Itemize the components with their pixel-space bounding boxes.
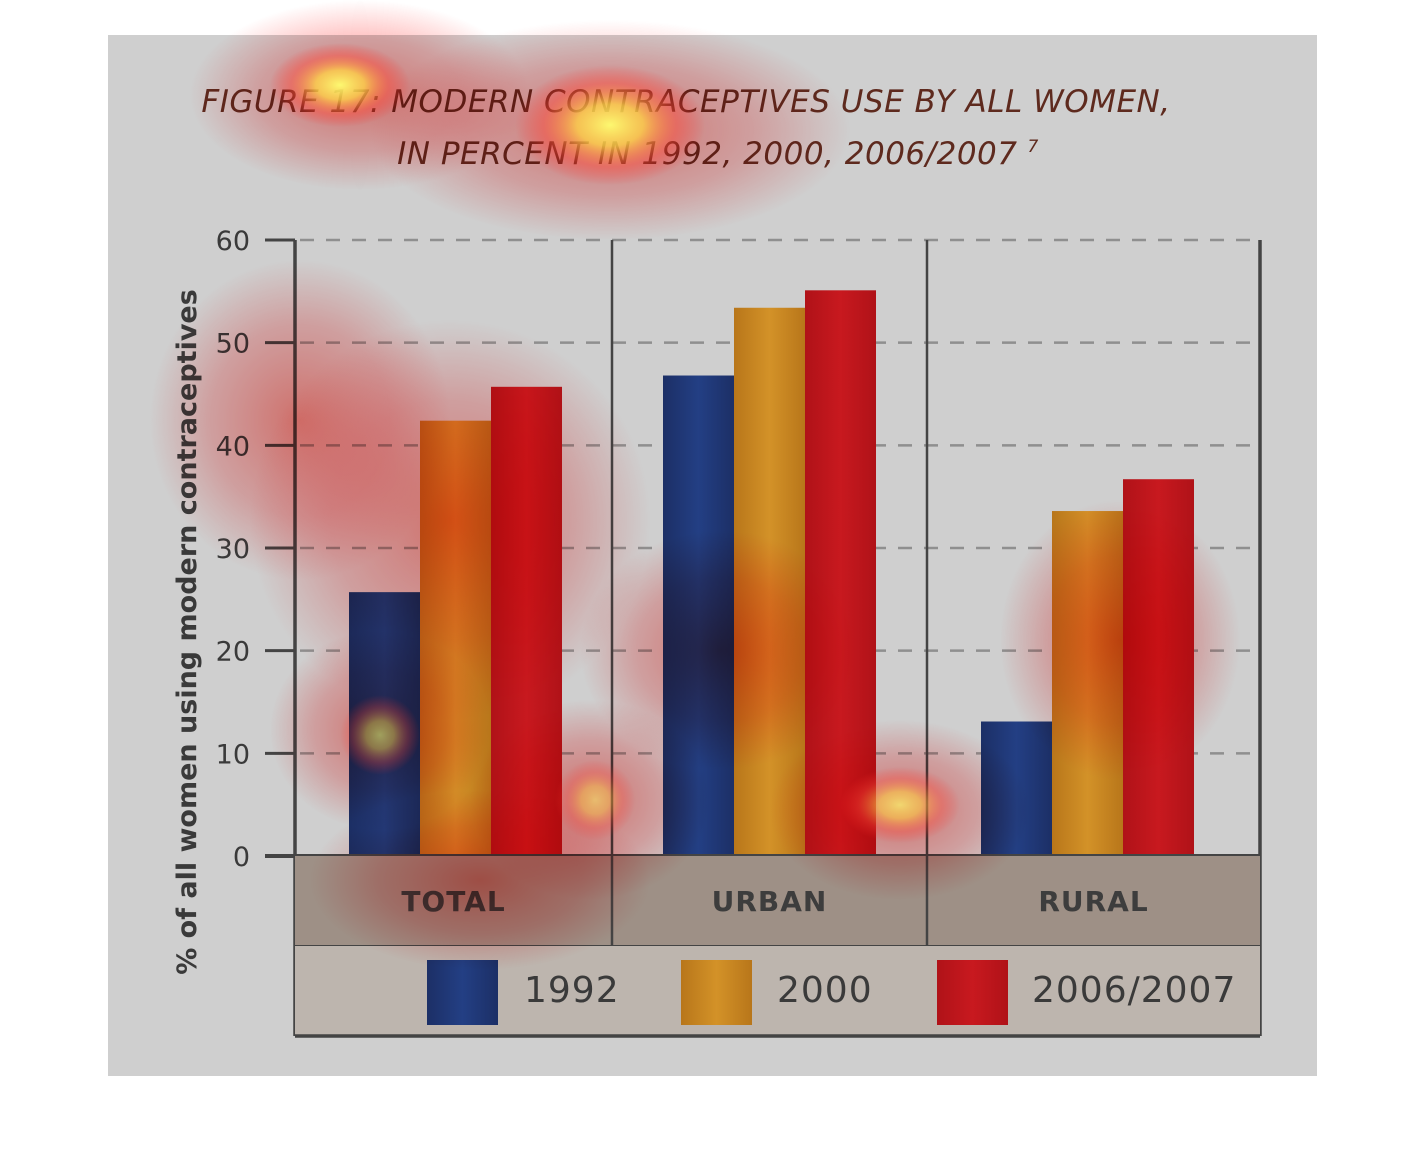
y-tick-label: 10 — [216, 739, 250, 770]
category-label-urban: URBAN — [712, 885, 828, 918]
y-tick-label: 60 — [216, 226, 250, 257]
heatmap-overlay — [150, 0, 1240, 970]
heatmap-hotspots — [270, 43, 960, 843]
y-tick-label: 20 — [216, 637, 250, 668]
legend-label-2000: 2000 — [777, 970, 873, 1011]
legend-label-1992: 1992 — [524, 970, 620, 1011]
legend-label-2006-2007: 2006/2007 — [1032, 970, 1236, 1011]
legend-swatch-2006-2007 — [937, 960, 1008, 1025]
y-tick-label: 0 — [233, 842, 250, 873]
legend-swatch-1992 — [427, 960, 498, 1025]
category-label-rural: RURAL — [1038, 885, 1148, 918]
legend-swatch-2000 — [681, 960, 752, 1025]
chart-title-footnote: 7 — [1028, 137, 1039, 157]
legend: 1992 2000 2006/2007 — [295, 946, 1260, 1038]
